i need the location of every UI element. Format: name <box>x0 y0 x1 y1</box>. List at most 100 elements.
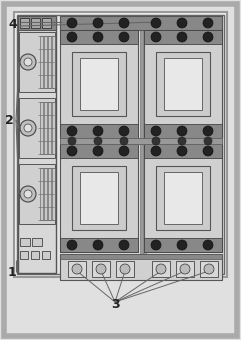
Circle shape <box>20 186 36 202</box>
Bar <box>48 102 51 154</box>
Circle shape <box>68 137 76 145</box>
Circle shape <box>24 58 32 66</box>
Circle shape <box>24 124 32 132</box>
Circle shape <box>151 146 161 156</box>
Circle shape <box>177 146 187 156</box>
Bar <box>42 251 50 259</box>
Circle shape <box>119 126 129 136</box>
Bar <box>60 238 138 252</box>
Bar <box>200 261 218 277</box>
Circle shape <box>177 240 187 250</box>
Circle shape <box>67 126 77 136</box>
Bar <box>156 52 210 116</box>
Circle shape <box>203 146 213 156</box>
Circle shape <box>72 264 82 274</box>
Bar <box>40 168 43 220</box>
Circle shape <box>151 240 161 250</box>
Circle shape <box>94 137 102 145</box>
Circle shape <box>120 137 128 145</box>
Bar <box>164 172 202 224</box>
Bar <box>40 36 43 88</box>
Bar <box>92 261 110 277</box>
Bar <box>52 102 55 154</box>
Bar <box>52 168 55 220</box>
Circle shape <box>24 190 32 198</box>
Bar <box>60 144 138 252</box>
Circle shape <box>93 146 103 156</box>
Bar <box>44 36 47 88</box>
Bar <box>48 36 51 88</box>
Circle shape <box>151 18 161 28</box>
Circle shape <box>93 32 103 42</box>
Circle shape <box>151 32 161 42</box>
Bar <box>152 261 170 277</box>
Text: 4: 4 <box>8 18 17 31</box>
Bar <box>144 30 222 138</box>
Circle shape <box>151 126 161 136</box>
Bar <box>68 261 86 277</box>
Bar <box>19 98 55 158</box>
Bar <box>144 124 222 138</box>
Bar <box>60 16 222 30</box>
Bar <box>18 16 56 30</box>
Circle shape <box>93 240 103 250</box>
Bar <box>60 30 138 44</box>
Bar <box>176 261 194 277</box>
Circle shape <box>177 18 187 28</box>
Text: 2: 2 <box>5 114 14 126</box>
Bar <box>60 254 222 280</box>
Circle shape <box>203 126 213 136</box>
Bar <box>18 16 56 273</box>
Bar <box>17 15 224 274</box>
Circle shape <box>152 137 160 145</box>
Bar <box>80 58 118 110</box>
Text: 3: 3 <box>111 299 119 311</box>
Bar <box>44 168 47 220</box>
Bar <box>52 36 55 88</box>
Bar <box>20 18 29 28</box>
Bar <box>140 18 143 271</box>
Bar <box>116 261 134 277</box>
Bar <box>44 102 47 154</box>
Circle shape <box>120 264 130 274</box>
Bar <box>60 144 138 158</box>
Circle shape <box>67 146 77 156</box>
Circle shape <box>204 264 214 274</box>
Text: 1: 1 <box>8 266 17 278</box>
Bar <box>80 172 118 224</box>
Bar <box>19 32 55 92</box>
Bar <box>19 164 55 224</box>
Circle shape <box>177 32 187 42</box>
Circle shape <box>178 137 186 145</box>
Circle shape <box>96 264 106 274</box>
Circle shape <box>203 18 213 28</box>
Circle shape <box>119 18 129 28</box>
Bar <box>60 124 138 138</box>
Bar <box>156 166 210 231</box>
Circle shape <box>203 32 213 42</box>
Circle shape <box>93 126 103 136</box>
Circle shape <box>119 32 129 42</box>
Bar <box>42 18 51 28</box>
Bar <box>32 238 42 246</box>
Bar <box>31 18 40 28</box>
Circle shape <box>180 264 190 274</box>
Circle shape <box>119 146 129 156</box>
Bar <box>40 102 43 154</box>
Circle shape <box>177 126 187 136</box>
Circle shape <box>20 120 36 136</box>
Bar <box>164 58 202 110</box>
Bar <box>144 30 222 44</box>
Bar <box>72 166 126 231</box>
Bar <box>48 168 51 220</box>
Bar <box>144 18 146 271</box>
Circle shape <box>119 240 129 250</box>
Bar <box>20 251 28 259</box>
Bar <box>144 144 222 252</box>
Bar <box>31 251 39 259</box>
Bar <box>144 144 222 158</box>
Bar <box>60 138 222 144</box>
Bar <box>20 238 30 246</box>
Circle shape <box>93 18 103 28</box>
Circle shape <box>67 18 77 28</box>
